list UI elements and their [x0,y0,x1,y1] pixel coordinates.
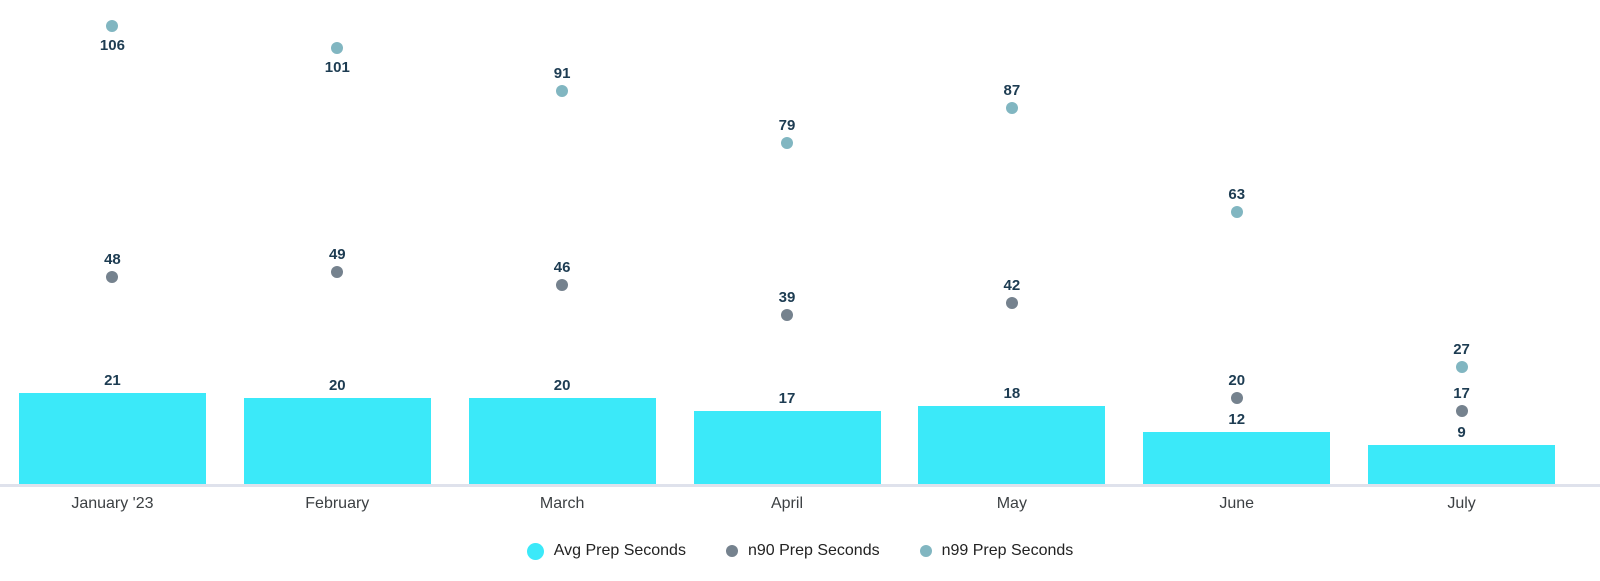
n90-prep-seconds-point[interactable] [1455,404,1468,417]
x-axis-label-june: June [1219,495,1255,512]
legend-label: Avg Prep Seconds [553,542,686,559]
point-value-label: 79 [778,116,796,134]
point-value-label: 63 [1228,185,1246,203]
legend-item-n99-prep-seconds: n99 Prep Seconds [919,541,1074,561]
n90-prep-seconds-point[interactable] [106,270,119,283]
legend: Avg Prep Seconds n90 Prep Seconds n99 Pr… [0,536,1600,566]
x-axis-label-april: April [770,495,803,512]
n90-prep-seconds-point[interactable] [1230,391,1243,404]
bar-july[interactable] [1368,445,1556,484]
point-value-label: 17 [1453,384,1470,402]
point-value-label: 48 [104,250,121,268]
n99-prep-seconds-point[interactable] [1455,361,1468,374]
n99-prep-seconds-point[interactable] [331,41,344,54]
legend-item-n90-prep-seconds: n90 Prep Seconds [725,541,880,561]
point-value-label: 20 [1228,371,1246,389]
bar-value-label: 21 [104,372,121,390]
bar-may[interactable] [918,406,1106,484]
bar-value-label: 9 [1457,424,1466,442]
legend-label: n90 Prep Seconds [747,542,880,559]
n90-prep-seconds-point[interactable] [781,309,793,322]
bar-value-label: 20 [328,376,346,394]
n99-prep-seconds-point[interactable] [781,136,793,149]
x-axis-label-march: March [539,495,585,512]
x-axis-line [0,484,1600,487]
point-value-label: 42 [1003,276,1021,294]
bar-january-23[interactable] [18,393,206,484]
legend-label: n99 Prep Seconds [941,542,1074,559]
n90-prep-seconds-swatch-icon [725,545,738,557]
n99-prep-seconds-point[interactable] [106,19,119,32]
bar-april[interactable] [693,410,881,484]
n90-prep-seconds-point[interactable] [331,266,344,279]
n99-prep-seconds-point[interactable] [556,84,569,97]
avg-prep-seconds-swatch-icon [526,542,544,560]
point-value-label: 87 [1003,82,1021,100]
n90-prep-seconds-point[interactable] [1005,296,1018,309]
x-axis-label-february: February [305,495,370,512]
bar-value-label: 17 [778,389,796,407]
point-value-label: 49 [328,246,346,264]
n99-prep-seconds-point[interactable] [1005,102,1018,115]
bar-value-label: 12 [1228,411,1246,429]
bar-value-label: 18 [1003,385,1021,403]
n99-prep-seconds-swatch-icon [919,545,932,557]
x-axis-label-july: July [1447,495,1476,512]
plot-area: 21 48 106 20 49 101 20 46 91 17 39 79 18 42 87 12 20 63 9 1… [18,19,1556,484]
n99-prep-seconds-point[interactable] [1230,205,1243,218]
point-value-label: 91 [553,64,571,82]
n90-prep-seconds-point[interactable] [556,279,569,292]
legend-item-avg-prep-seconds: Avg Prep Seconds [526,541,686,561]
bar-value-label: 20 [553,376,571,394]
bar-march[interactable] [468,397,656,484]
point-value-label: 101 [324,58,350,76]
x-axis-labels: January '23 February March April May June July [0,494,1574,514]
point-value-label: 39 [778,289,796,307]
point-value-label: 46 [553,259,571,277]
bar-february[interactable] [243,397,431,484]
point-value-label: 27 [1453,341,1470,359]
x-axis-label-january-23: January '23 [71,495,154,512]
x-axis-label-may: May [996,495,1027,512]
point-value-label: 106 [99,36,125,54]
bar-june[interactable] [1143,432,1331,484]
